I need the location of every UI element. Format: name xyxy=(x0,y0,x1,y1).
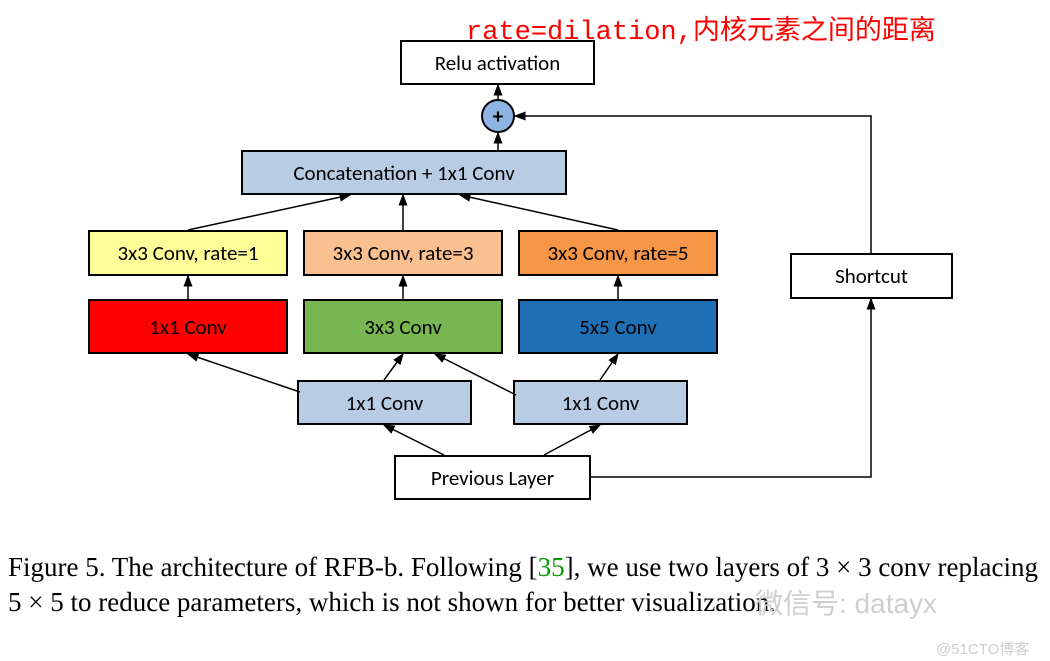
watermark-51cto: @51CTO博客 xyxy=(936,638,1029,659)
node-concat: Concatenation + 1x1 Conv xyxy=(241,150,567,195)
node-shortcut-label: Shortcut xyxy=(835,263,908,289)
node-conv5: 5x5 Conv xyxy=(518,299,718,354)
node-conv1-label: 1x1 Conv xyxy=(149,314,227,340)
node-one1: 1x1 Conv xyxy=(297,380,472,425)
node-plus: + xyxy=(481,99,515,133)
caption-cite: 35 xyxy=(538,552,565,582)
node-one2: 1x1 Conv xyxy=(513,380,688,425)
node-shortcut: Shortcut xyxy=(790,253,953,299)
node-one1-label: 1x1 Conv xyxy=(346,390,424,416)
node-dconv1-label: 3x3 Conv, rate=1 xyxy=(117,240,258,266)
node-concat-label: Concatenation + 1x1 Conv xyxy=(293,160,514,186)
node-conv5-label: 5x5 Conv xyxy=(579,314,657,340)
node-conv3-label: 3x3 Conv xyxy=(364,314,442,340)
node-conv3: 3x3 Conv xyxy=(303,299,503,354)
node-prev-label: Previous Layer xyxy=(431,465,554,491)
node-relu-label: Relu activation xyxy=(435,50,561,76)
node-dconv5: 3x3 Conv, rate=5 xyxy=(518,230,718,276)
node-dconv3: 3x3 Conv, rate=3 xyxy=(303,230,503,276)
node-plus-label: + xyxy=(493,103,503,129)
node-dconv5-label: 3x3 Conv, rate=5 xyxy=(547,240,688,266)
node-conv1: 1x1 Conv xyxy=(88,299,288,354)
node-dconv1: 3x3 Conv, rate=1 xyxy=(88,230,288,276)
watermark-wechat: 微信号: datayx xyxy=(755,582,937,622)
caption-pre: Figure 5. The architecture of RFB-b. Fol… xyxy=(8,552,538,582)
node-one2-label: 1x1 Conv xyxy=(562,390,640,416)
node-dconv3-label: 3x3 Conv, rate=3 xyxy=(332,240,473,266)
node-relu: Relu activation xyxy=(400,40,595,85)
node-prev: Previous Layer xyxy=(394,455,591,500)
